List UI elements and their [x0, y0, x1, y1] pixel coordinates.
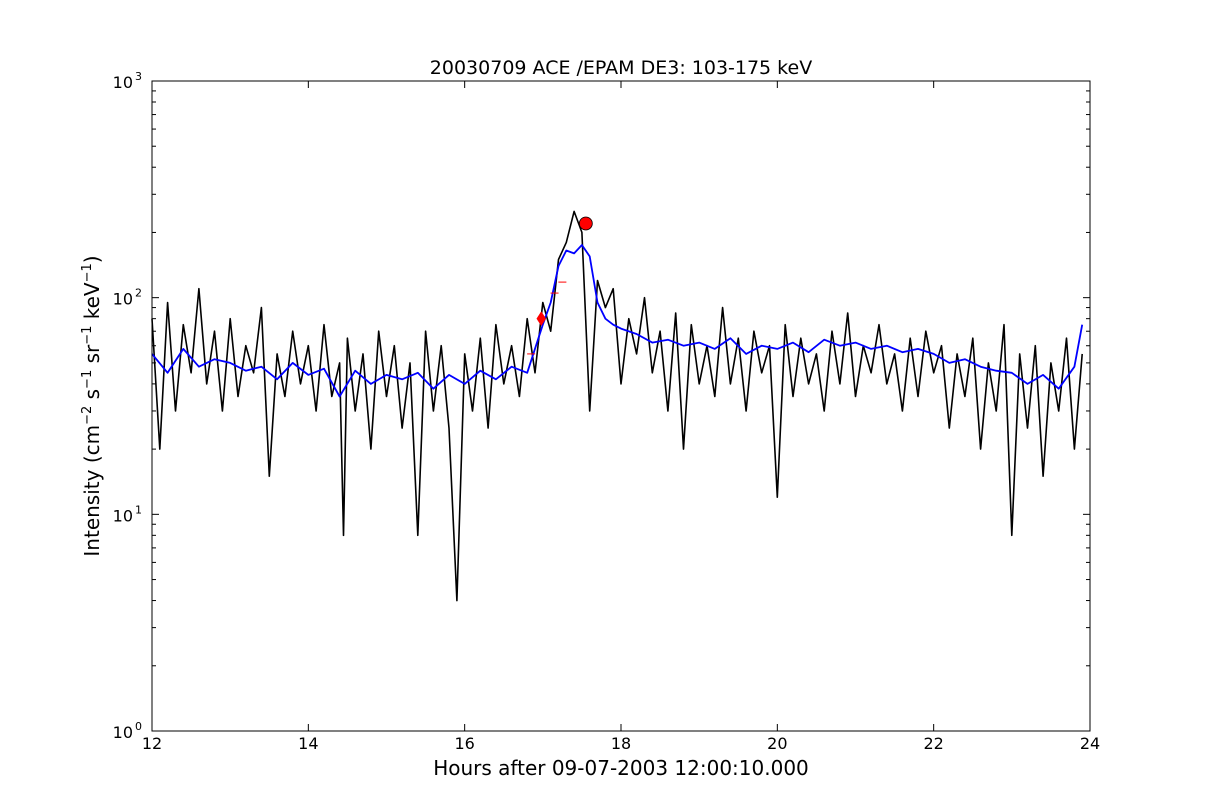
y-label-superscript: −1 — [80, 370, 95, 389]
y-label-superscript: −1 — [80, 326, 95, 345]
data-layer — [151, 210, 1084, 602]
x-tick-label-12: 12 — [142, 734, 162, 753]
y-label-text: s — [80, 389, 104, 406]
plot-frame — [151, 80, 1091, 732]
y-label-text: ) — [80, 255, 104, 263]
y-tick-label-1: 10 — [113, 723, 133, 742]
y-label-text: Intensity (cm — [80, 425, 104, 557]
y-label-superscript: −2 — [80, 406, 95, 425]
circle-marker — [578, 216, 593, 231]
x-tick-label-14: 14 — [298, 734, 318, 753]
y-label-text: keV — [80, 282, 104, 326]
plot-area — [151, 80, 1091, 732]
x-tick-label-18: 18 — [611, 734, 631, 753]
x-tick-labels: 12 14 16 18 20 22 24 — [142, 734, 1100, 753]
y-axis-label: Intensity (cm−2 s−1 sr−1 keV−1) — [80, 255, 104, 556]
x-tick-label-20: 20 — [767, 734, 787, 753]
x-axis-label: Hours after 09-07-2003 12:00:10.000 — [433, 756, 809, 780]
plot-background — [152, 81, 1090, 731]
x-tick-label-24: 24 — [1080, 734, 1100, 753]
x-tick-label-16: 16 — [454, 734, 474, 753]
y-tick-exponent-100: 2 — [135, 287, 142, 300]
chart-title: 20030709 ACE /EPAM DE3: 103-175 keV — [430, 57, 812, 79]
y-tick-exponent-1000: 3 — [135, 70, 142, 83]
y-label-text: sr — [80, 344, 104, 370]
y-tick-label-1000: 10 — [113, 73, 133, 92]
series-line-2 — [151, 244, 1084, 398]
x-tick-label-22: 22 — [923, 734, 943, 753]
y-tick-exponent-1: 0 — [135, 720, 142, 733]
diamond-marker — [536, 311, 547, 327]
y-tick-exponent-10: 1 — [135, 503, 142, 516]
y-label-superscript: −1 — [80, 263, 95, 282]
series-line-1 — [151, 210, 1083, 602]
y-tick-label-10: 10 — [113, 506, 133, 525]
y-tick-label-100: 10 — [113, 290, 133, 309]
